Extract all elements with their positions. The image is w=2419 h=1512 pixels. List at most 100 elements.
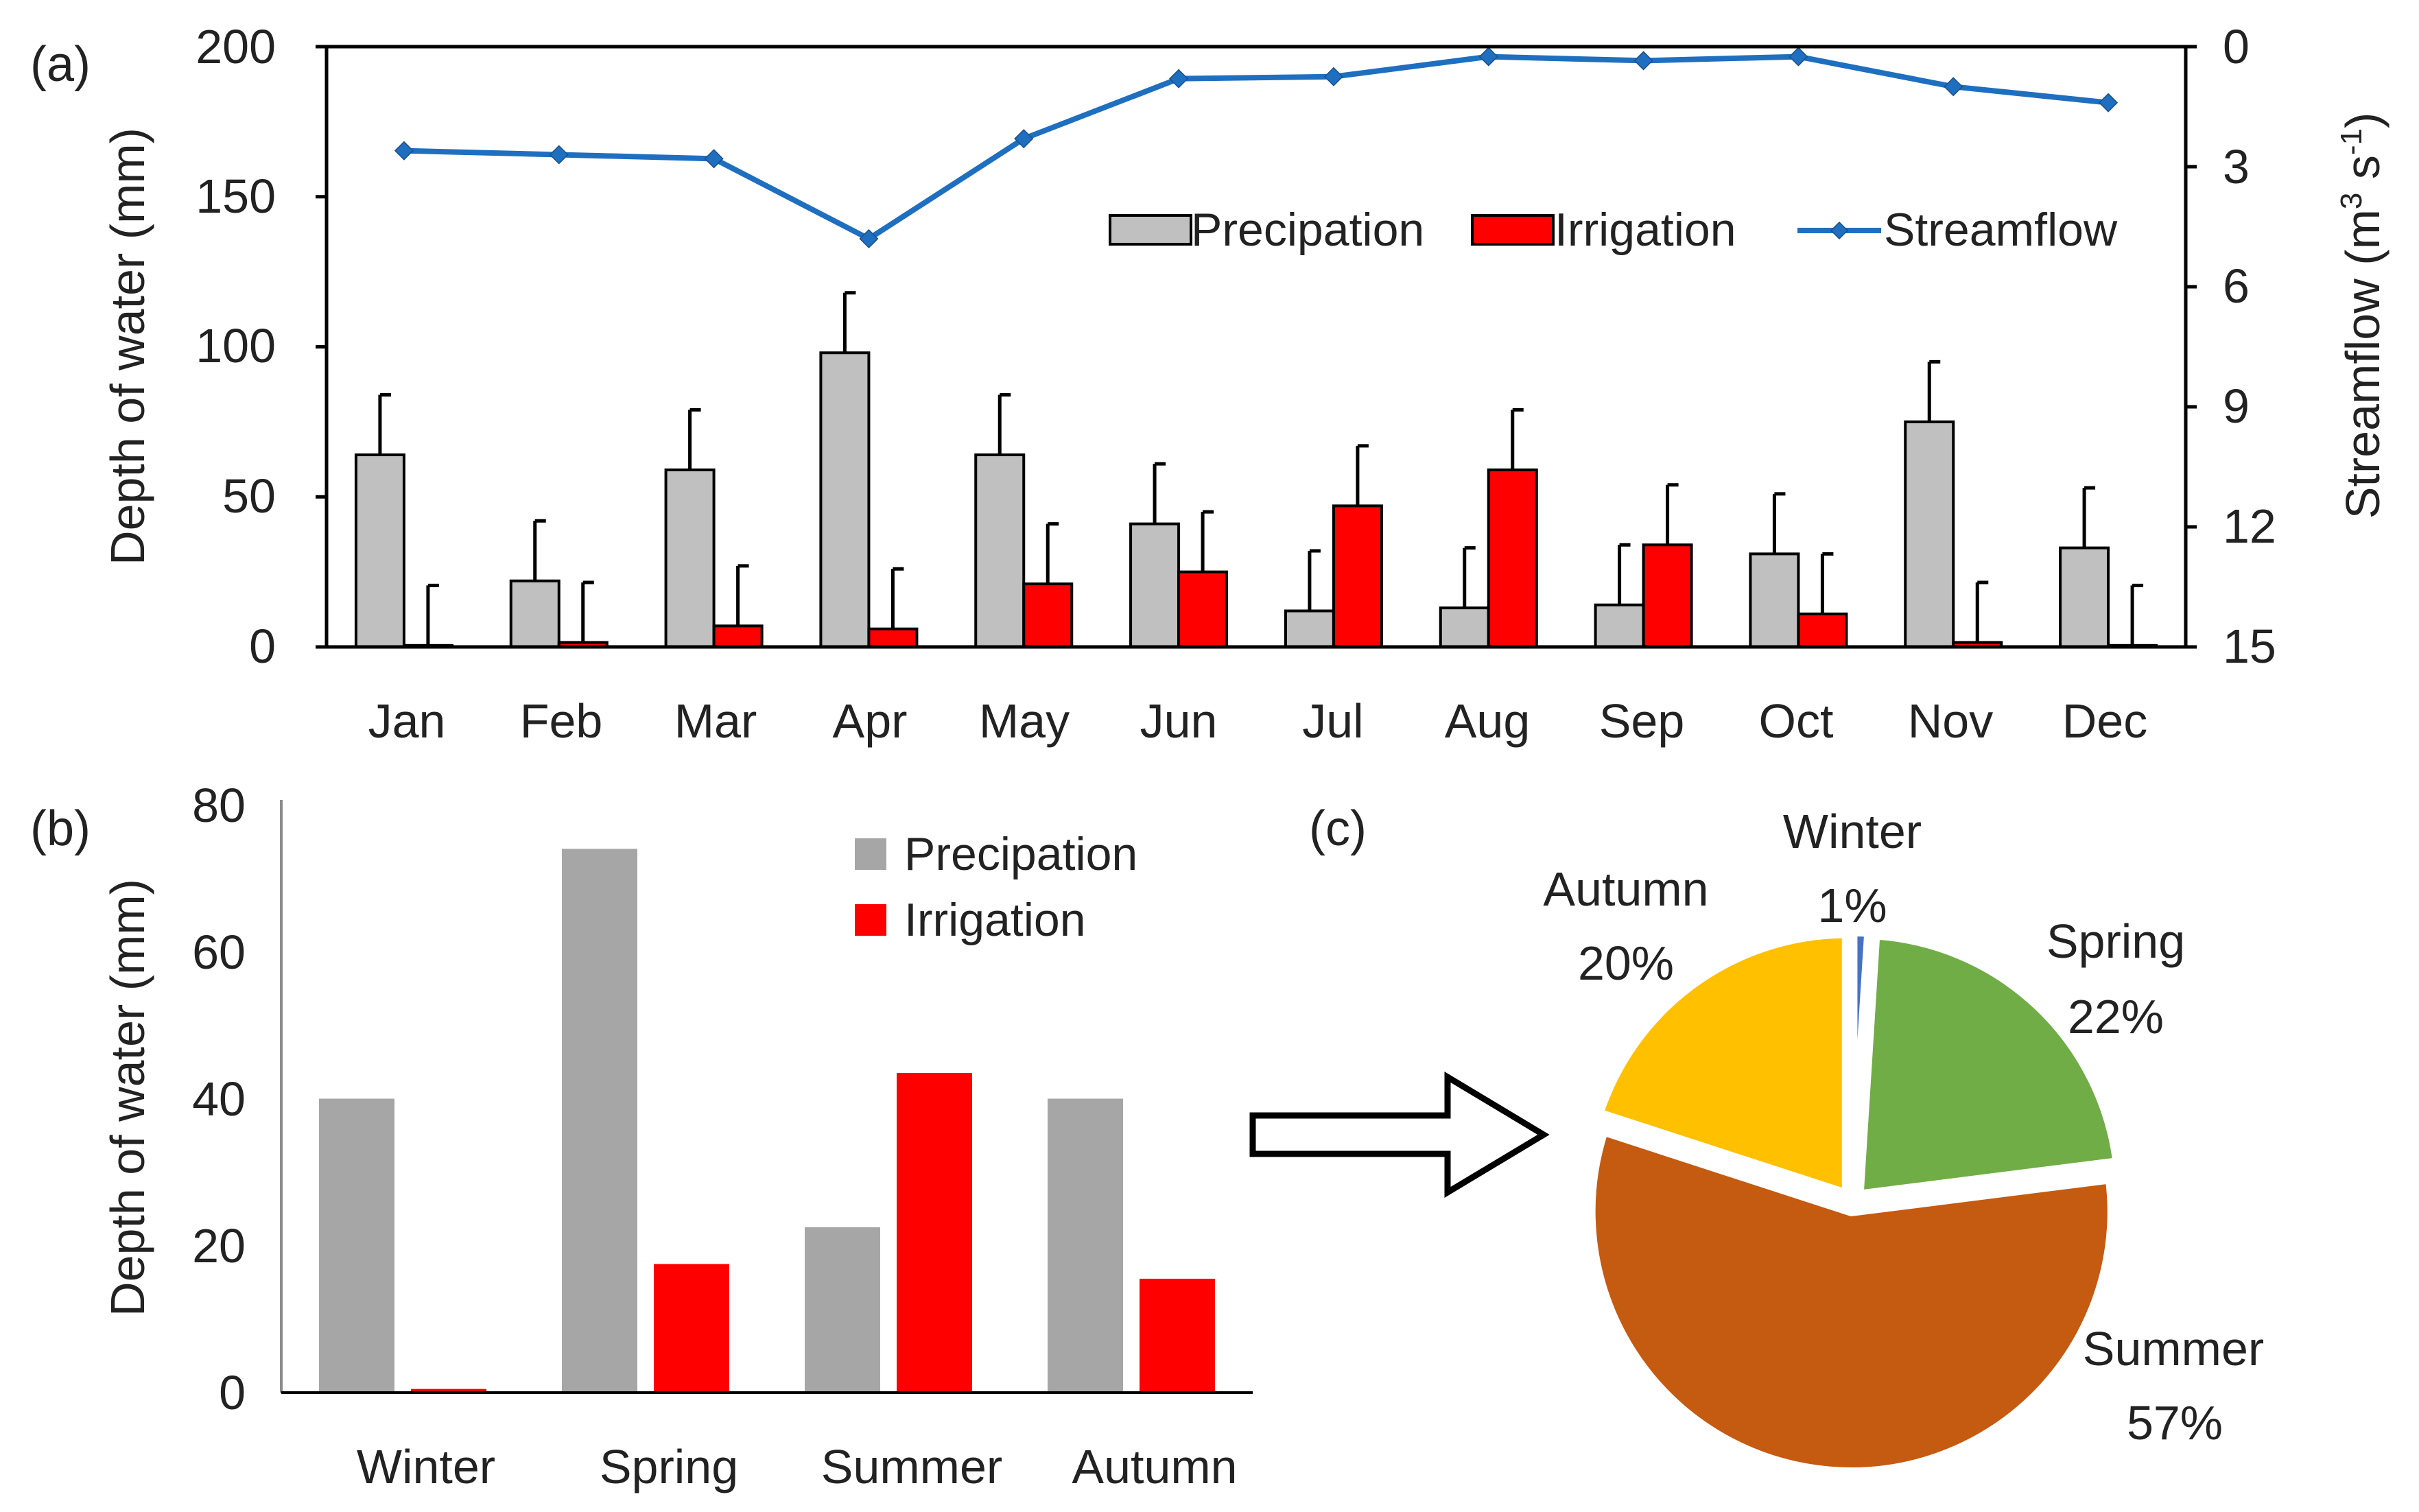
xtick-b-winter: Winter [357, 1440, 495, 1493]
xtick-a-apr: Apr [833, 694, 908, 748]
streamflow-point-mar [704, 149, 724, 169]
bar-precipation-nov [1904, 420, 1955, 648]
pie-labels: Winter 1% Spring 22% Summer 57% Autumn 2… [1543, 805, 2264, 1450]
pie-pct-summer: 57% [2127, 1396, 2223, 1450]
pie-slice-autumn [1594, 928, 1852, 1199]
bar-irrigation-apr [867, 627, 919, 648]
xtick-a-oct: Oct [1759, 694, 1834, 748]
bar-precipation-oct [1749, 552, 1800, 648]
y2tick-a-6: 6 [2223, 259, 2250, 313]
xtick-b-spring: Spring [600, 1440, 738, 1493]
panel-b-yticks: 0 20 40 60 80 [192, 779, 246, 1419]
streamflow-point-sep [1633, 51, 1653, 71]
bar-irrigation-mar [712, 624, 764, 648]
ytick-b-20: 20 [192, 1219, 246, 1273]
panel-c-pie [1585, 927, 2123, 1477]
bar-b-irrigation-autumn [1140, 1278, 1215, 1393]
bar-irrigation-jun [1177, 570, 1229, 648]
xtick-a-aug: Aug [1445, 694, 1531, 748]
streamflow-point-oct [1789, 47, 1808, 67]
panel-a-yticks: 0 50 100 150 200 [196, 20, 276, 673]
pie-pct-autumn: 20% [1578, 936, 1674, 990]
panel-b-bars [319, 849, 1215, 1393]
panel-b-categories: Winter Spring Summer Autumn [357, 1440, 1238, 1493]
xtick-a-mar: Mar [674, 694, 757, 748]
streamflow-point-jun [1169, 69, 1189, 88]
legend-a-stream-marker [1830, 221, 1849, 240]
panel-b-label: (b) [30, 801, 91, 856]
bar-precipation-jul [1284, 609, 1335, 648]
panel-a-y2label: Streamflow (m3 s-1) [2335, 113, 2390, 519]
y2label-sup2: -1 [2335, 128, 2368, 155]
xtick-a-dec: Dec [2062, 694, 2147, 748]
bar-irrigation-may [1022, 582, 1074, 648]
pie-slice-summer [1585, 1126, 2117, 1477]
bar-b-irrigation-winter [411, 1389, 486, 1393]
bar-irrigation-sep [1642, 543, 1693, 648]
panel-b-ylabel: Depth of water (mm) [101, 879, 154, 1316]
panel-a-legend: Precipation Irrigation Streamflow [1109, 204, 2118, 256]
xtick-a-jan: Jan [368, 694, 446, 748]
pie-pct-spring: 22% [2068, 990, 2164, 1043]
panel-a-ylabel: Depth of water (mm) [101, 128, 154, 565]
bar-irrigation-jul [1332, 504, 1383, 648]
ytick-b-40: 40 [192, 1072, 246, 1126]
y2tick-a-9: 9 [2223, 379, 2250, 433]
legend-a-stream-label: Streamflow [1884, 204, 2118, 256]
y2tick-a-12: 12 [2223, 499, 2276, 553]
pie-label-winter: Winter [1783, 805, 1922, 858]
pie-slice-spring [1854, 930, 2123, 1200]
y2label-mid: s [2336, 155, 2390, 192]
panel-b-legend: Precipation Irrigation [855, 828, 1137, 946]
y2label-sup: 3 [2335, 193, 2368, 209]
streamflow-point-feb [549, 145, 569, 165]
xtick-a-feb: Feb [520, 694, 603, 748]
arrow-icon [1249, 1072, 1550, 1198]
ytick-a-100: 100 [196, 319, 276, 373]
bar-precipation-mar [664, 468, 716, 648]
streamflow-point-jul [1323, 67, 1343, 86]
xtick-a-jun: Jun [1140, 694, 1218, 748]
y2tick-a-15: 15 [2223, 619, 2276, 673]
panel-a: (a) 0 50 100 150 200 0 3 6 9 12 15 Depth… [30, 20, 2390, 748]
pie-slice-winter [1848, 927, 1874, 1198]
xtick-a-sep: Sep [1599, 694, 1685, 748]
panel-a-tickmarks [316, 45, 2197, 649]
pie-label-autumn: Autumn [1543, 862, 1708, 916]
xtick-b-autumn: Autumn [1072, 1440, 1237, 1493]
xtick-b-summer: Summer [821, 1440, 1002, 1493]
bar-b-irrigation-spring [654, 1264, 729, 1393]
panel-a-axes [316, 45, 2197, 649]
legend-a-irrig-label: Irrigation [1555, 204, 1736, 256]
bar-b-precipation-spring [562, 849, 637, 1393]
pie-label-spring: Spring [2046, 914, 2185, 968]
legend-b-irrig-swatch [855, 904, 886, 936]
panel-a-categories: Jan Feb Mar Apr May Jun Jul Aug Sep Oct … [368, 694, 2148, 748]
y2tick-a-0: 0 [2223, 20, 2250, 73]
ytick-a-0: 0 [249, 619, 276, 673]
bar-precipation-sep [1594, 603, 1645, 648]
streamflow-point-apr [859, 228, 879, 249]
streamflow-point-dec [2099, 93, 2119, 113]
ytick-a-200: 200 [196, 20, 276, 73]
xtick-a-jul: Jul [1302, 694, 1363, 748]
pie-pct-winter: 1% [1817, 879, 1887, 932]
ytick-b-60: 60 [192, 925, 246, 979]
bar-precipation-aug [1439, 606, 1490, 648]
bar-precipation-dec [2059, 546, 2110, 648]
panel-c: (c) Winter 1% Spring 22% Summer 57% Autu… [1309, 801, 2264, 1477]
ytick-b-0: 0 [219, 1366, 246, 1419]
panel-b: (b) Depth of water (mm) 0 20 40 60 80 Wi… [30, 779, 1253, 1493]
legend-b-precip-label: Precipation [904, 828, 1137, 880]
ytick-a-150: 150 [196, 169, 276, 223]
bar-b-precipation-winter [319, 1098, 394, 1393]
panel-a-bars [354, 291, 2158, 648]
bar-b-precipation-autumn [1048, 1098, 1123, 1393]
pie-label-summer: Summer [2083, 1322, 2264, 1375]
bar-b-precipation-summer [805, 1227, 880, 1393]
xtick-a-may: May [979, 694, 1070, 748]
bar-irrigation-aug [1487, 468, 1538, 648]
bar-precipation-feb [509, 579, 560, 648]
bar-precipation-apr [819, 351, 871, 648]
